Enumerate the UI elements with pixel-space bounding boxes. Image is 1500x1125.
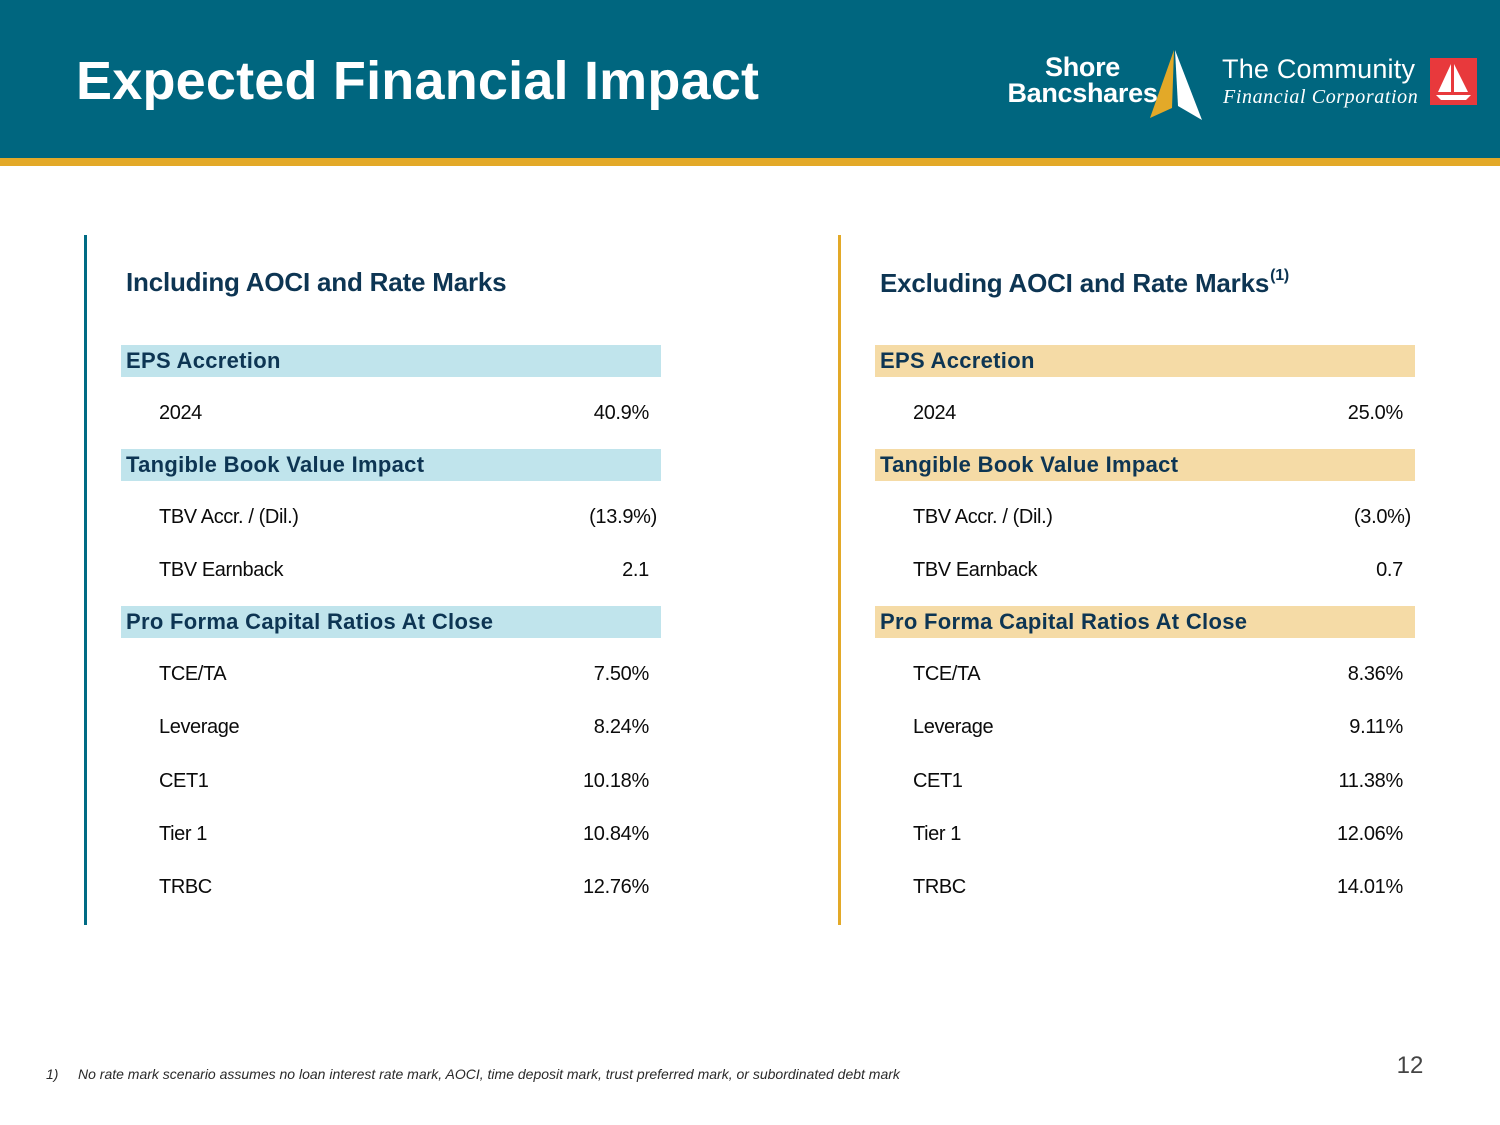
row-label: Tier 1: [913, 823, 961, 845]
shore-logo-text: Shore Bancshares: [1000, 52, 1165, 108]
row-value: 0.7: [1376, 559, 1403, 581]
row-value: 8.36%: [1347, 663, 1404, 685]
row-label: 2024: [159, 402, 202, 424]
row-label: Leverage: [159, 716, 240, 738]
row-label: 2024: [913, 402, 956, 424]
panel-divider-line: [838, 235, 841, 925]
row-label: TBV Accr. / (Dil.): [159, 506, 299, 528]
footnote-reference: (1): [1270, 267, 1290, 284]
tcfc-logo-name: The Community: [1222, 54, 1416, 84]
row-label: Tier 1: [159, 823, 207, 845]
row-label: Leverage: [913, 716, 994, 738]
row-value: 40.9%: [593, 402, 650, 424]
row-value: 14.01%: [1336, 876, 1403, 898]
row-value: (3.0%): [1353, 506, 1411, 528]
row-label: TBV Accr. / (Dil.): [913, 506, 1053, 528]
section-header-capital: Pro Forma Capital Ratios At Close: [875, 606, 1415, 638]
footnote-number: 1): [46, 1066, 59, 1082]
row-label: TRBC: [159, 876, 212, 898]
row-value: 10.84%: [582, 823, 649, 845]
section-header-eps: EPS Accretion: [121, 345, 661, 377]
including-aoci-panel: Including AOCI and Rate Marks EPS Accret…: [84, 235, 684, 925]
row-value: 11.38%: [1338, 770, 1403, 792]
shore-bancshares-logo: Shore Bancshares: [1000, 48, 1210, 124]
page-number: 12: [1396, 1052, 1424, 1079]
community-financial-logo: The Community Financial Corporation: [1222, 54, 1482, 114]
sail-icon: [1150, 50, 1202, 120]
header-accent-stripe: [0, 158, 1500, 166]
row-value: 12.06%: [1336, 823, 1403, 845]
row-value: 8.24%: [593, 716, 650, 738]
row-value: 12.76%: [582, 876, 649, 898]
section-header-capital: Pro Forma Capital Ratios At Close: [121, 606, 661, 638]
shore-logo-line1: Shore: [1044, 52, 1121, 82]
row-value: 10.18%: [582, 770, 649, 792]
panel-title-text: Excluding AOCI and Rate Marks: [880, 268, 1270, 298]
row-value: (13.9%): [589, 506, 657, 528]
excluding-aoci-panel: Excluding AOCI and Rate Marks(1) EPS Acc…: [838, 235, 1438, 925]
footnote-text: No rate mark scenario assumes no loan in…: [78, 1066, 900, 1082]
row-label: TBV Earnback: [913, 559, 1038, 581]
row-label: CET1: [913, 770, 963, 792]
header-bar: Expected Financial Impact Shore Bancshar…: [0, 0, 1500, 158]
sailboat-icon: [1430, 58, 1477, 105]
section-header-tbv: Tangible Book Value Impact: [875, 449, 1415, 481]
panel-title: Excluding AOCI and Rate Marks(1): [880, 267, 1289, 299]
row-value: 9.11%: [1349, 716, 1403, 738]
section-header-tbv: Tangible Book Value Impact: [121, 449, 661, 481]
panel-title: Including AOCI and Rate Marks: [126, 267, 507, 297]
row-label: CET1: [159, 770, 209, 792]
row-label: TCE/TA: [913, 663, 981, 685]
tcfc-logo-subtitle: Financial Corporation: [1223, 86, 1419, 108]
page-title: Expected Financial Impact: [76, 51, 760, 111]
row-label: TRBC: [913, 876, 966, 898]
row-value: 2.1: [622, 559, 649, 581]
row-value: 7.50%: [593, 663, 650, 685]
row-label: TCE/TA: [159, 663, 227, 685]
panel-divider-line: [84, 235, 87, 925]
section-header-eps: EPS Accretion: [875, 345, 1415, 377]
shore-logo-line2: Bancshares: [1007, 78, 1158, 108]
row-value: 25.0%: [1347, 402, 1404, 424]
row-label: TBV Earnback: [159, 559, 284, 581]
